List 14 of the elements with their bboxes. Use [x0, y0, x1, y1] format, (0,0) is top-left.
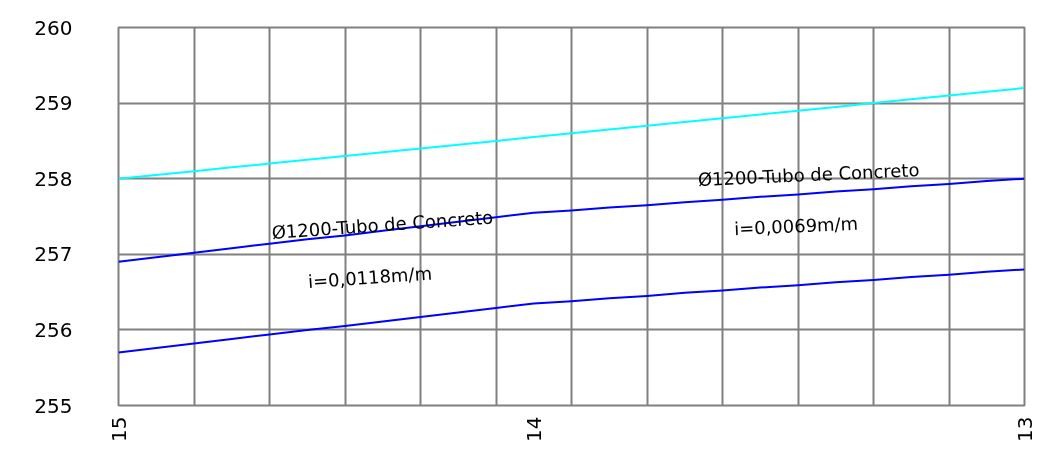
x-tick-label: 13	[1012, 416, 1037, 442]
annotation: i=0,0069m/m	[733, 212, 859, 240]
y-tick-label: 255	[34, 393, 73, 418]
y-tick-label: 258	[34, 166, 73, 191]
y-tick-label: 256	[34, 317, 73, 342]
annotation: Ø1200-Tubo de Concreto	[697, 159, 920, 191]
y-tick-label: 259	[34, 91, 73, 116]
annotation: Ø1200-Tubo de Concreto	[271, 206, 494, 243]
x-tick-label: 14	[521, 416, 546, 442]
x-tick-label: 15	[106, 416, 131, 442]
y-tick-label: 257	[34, 242, 73, 267]
y-tick-label: 260	[34, 15, 73, 40]
line-series	[118, 268, 1025, 354]
annotation: i=0,0118m/m	[307, 262, 433, 293]
